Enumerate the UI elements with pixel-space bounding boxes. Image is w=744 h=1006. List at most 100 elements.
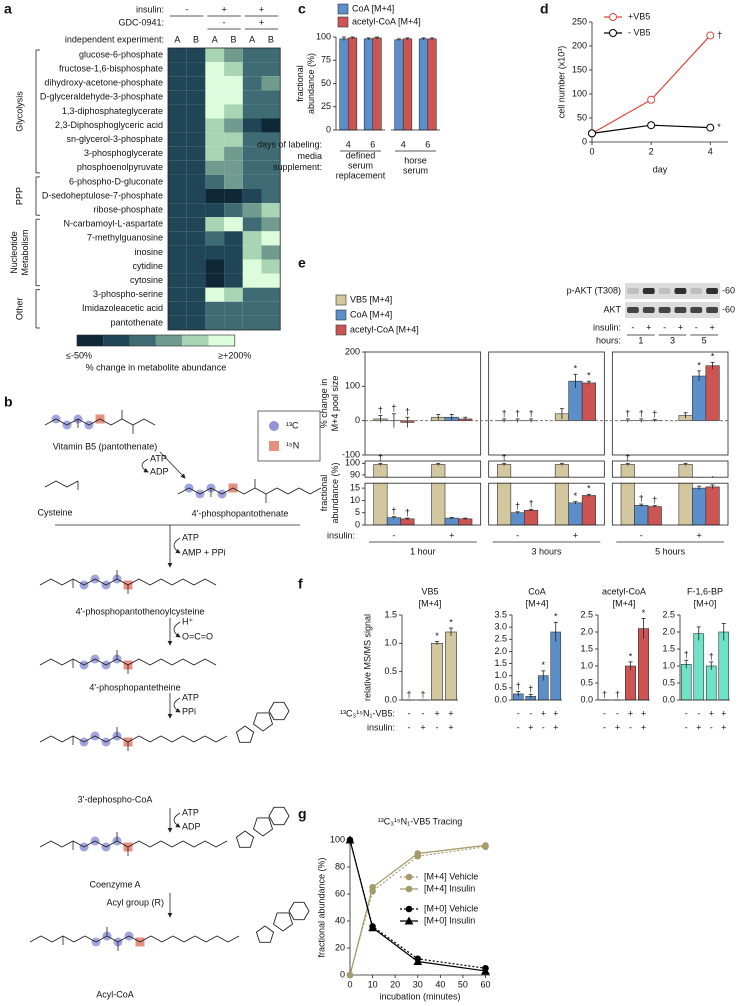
- legend-label: VB5 [M+4]: [350, 294, 392, 304]
- condition-value: +: [221, 4, 226, 14]
- chart-title: [M+0]: [694, 598, 717, 608]
- panel-frame: [611, 351, 729, 456]
- molecule-bond: [44, 418, 156, 426]
- bar: [431, 643, 443, 701]
- cofactor: ATP: [150, 453, 167, 463]
- legend-label: - VB5: [628, 27, 651, 37]
- chart-title: ¹³C₃¹⁵N₁-VB5 Tracing: [378, 816, 462, 826]
- condition-value: +: [553, 722, 558, 732]
- y-tick-label: 0.5: [662, 677, 675, 687]
- heat-cell: [242, 174, 262, 189]
- y-axis-label: % change in: [319, 379, 329, 429]
- heat-cell: [224, 48, 243, 63]
- row-label: cytidine: [132, 261, 163, 271]
- heat-cell: [168, 62, 187, 77]
- legend-swatch: [337, 3, 349, 15]
- end-annotation: *: [717, 122, 721, 132]
- y-axis-label: M+4 pool size: [330, 376, 340, 432]
- legend-label: acetyl-CoA [M+4]: [352, 16, 421, 26]
- blot-lane: [625, 283, 720, 299]
- y-tick-label: 200: [572, 40, 587, 50]
- heat-cell: [168, 189, 187, 204]
- molecule-bond: [39, 840, 228, 848]
- condition-value: -: [422, 708, 425, 718]
- bar: [347, 37, 358, 131]
- bar-annotation: †: [709, 651, 714, 661]
- bar-annotation: †: [378, 405, 383, 415]
- heat-cell: [224, 174, 243, 189]
- heat-cell: [261, 160, 281, 175]
- condition-value: -: [408, 722, 411, 732]
- row-label: fructose-1,6-bisphosphate: [59, 64, 163, 74]
- blot-condition: 1: [638, 335, 643, 345]
- compound-name: 4'-phosphopantothenoylcysteine: [76, 606, 205, 616]
- marker: [414, 850, 422, 857]
- marker: [405, 873, 413, 881]
- chart-title: acetyl-CoA: [602, 586, 646, 596]
- heat-cell: [261, 48, 281, 63]
- panel-frame: [364, 460, 482, 478]
- cofactor-arrow: [173, 812, 181, 828]
- panel-frame: [488, 482, 605, 526]
- blot-band: [658, 288, 671, 294]
- y-tick-label: 90: [350, 469, 360, 479]
- legend-label: [M+4] Insulin: [424, 883, 475, 893]
- cofactor-arrow: [173, 621, 181, 638]
- condition-label: GDC-0941:: [118, 17, 164, 27]
- bar-annotation: †: [615, 689, 620, 699]
- bar-annotation: †: [652, 495, 657, 505]
- compound-name: 4'-phosphopantothenate: [192, 508, 289, 518]
- x-tick-label: A: [212, 34, 218, 44]
- blot-condition: 5: [702, 335, 707, 345]
- series-line: [349, 839, 486, 972]
- bar-annotation: *: [642, 608, 646, 618]
- heat-cell: [261, 203, 281, 218]
- heat-cell: [186, 217, 206, 232]
- x-axis-label: incubation (minutes): [379, 991, 460, 1001]
- bar: [568, 502, 583, 526]
- x-tick-label: 40: [435, 979, 445, 989]
- heat-cell: [168, 48, 187, 63]
- heat-cell: [261, 132, 281, 147]
- x-tick-label: -: [392, 530, 395, 540]
- panel-frame: [364, 482, 482, 526]
- y-tick-label: -100: [342, 449, 360, 459]
- heat-cell: [205, 245, 225, 260]
- condition-value: +: [541, 708, 546, 718]
- compound-name: Coenzyme A: [89, 879, 140, 889]
- row-label: dihydroxy-acetone-phosphate: [44, 78, 163, 88]
- legend-swatch: [155, 335, 183, 346]
- blot-band: [690, 307, 703, 313]
- y-axis-label: fractional: [295, 65, 305, 102]
- bar: [581, 495, 596, 526]
- bar: [339, 38, 349, 131]
- heat-cell: [261, 245, 281, 260]
- panel-label: a: [4, 1, 12, 17]
- panel-label: c: [298, 1, 306, 17]
- heat-cell: [186, 287, 206, 302]
- bar-annotation: *: [587, 371, 591, 381]
- y-tick-label: 2.0: [580, 626, 593, 636]
- heat-cell: [224, 76, 243, 91]
- bar: [647, 506, 662, 526]
- legend-swatch: [335, 294, 347, 306]
- bar-annotation: *: [697, 360, 701, 370]
- heat-cell: [224, 203, 243, 218]
- heat-cell: [261, 273, 281, 288]
- condition-value: -: [542, 722, 545, 732]
- heat-cell: [261, 76, 281, 91]
- condition-value: +: [696, 722, 701, 732]
- row-label: 3-phosphoglycerate: [84, 148, 163, 158]
- legend-label: CoA [M+4]: [350, 309, 392, 319]
- heat-cell: [205, 203, 225, 218]
- x-tick-label: 0: [589, 146, 594, 156]
- bar: [427, 38, 437, 131]
- legend-swatch: [77, 335, 104, 346]
- heat-cell: [242, 259, 262, 274]
- heat-cell: [168, 160, 187, 175]
- heat-cell: [205, 104, 225, 119]
- group-label: Metabolism: [20, 229, 30, 275]
- molecule-ring: [252, 817, 274, 837]
- heat-cell: [242, 160, 262, 175]
- y-tick-label: 0: [326, 124, 331, 134]
